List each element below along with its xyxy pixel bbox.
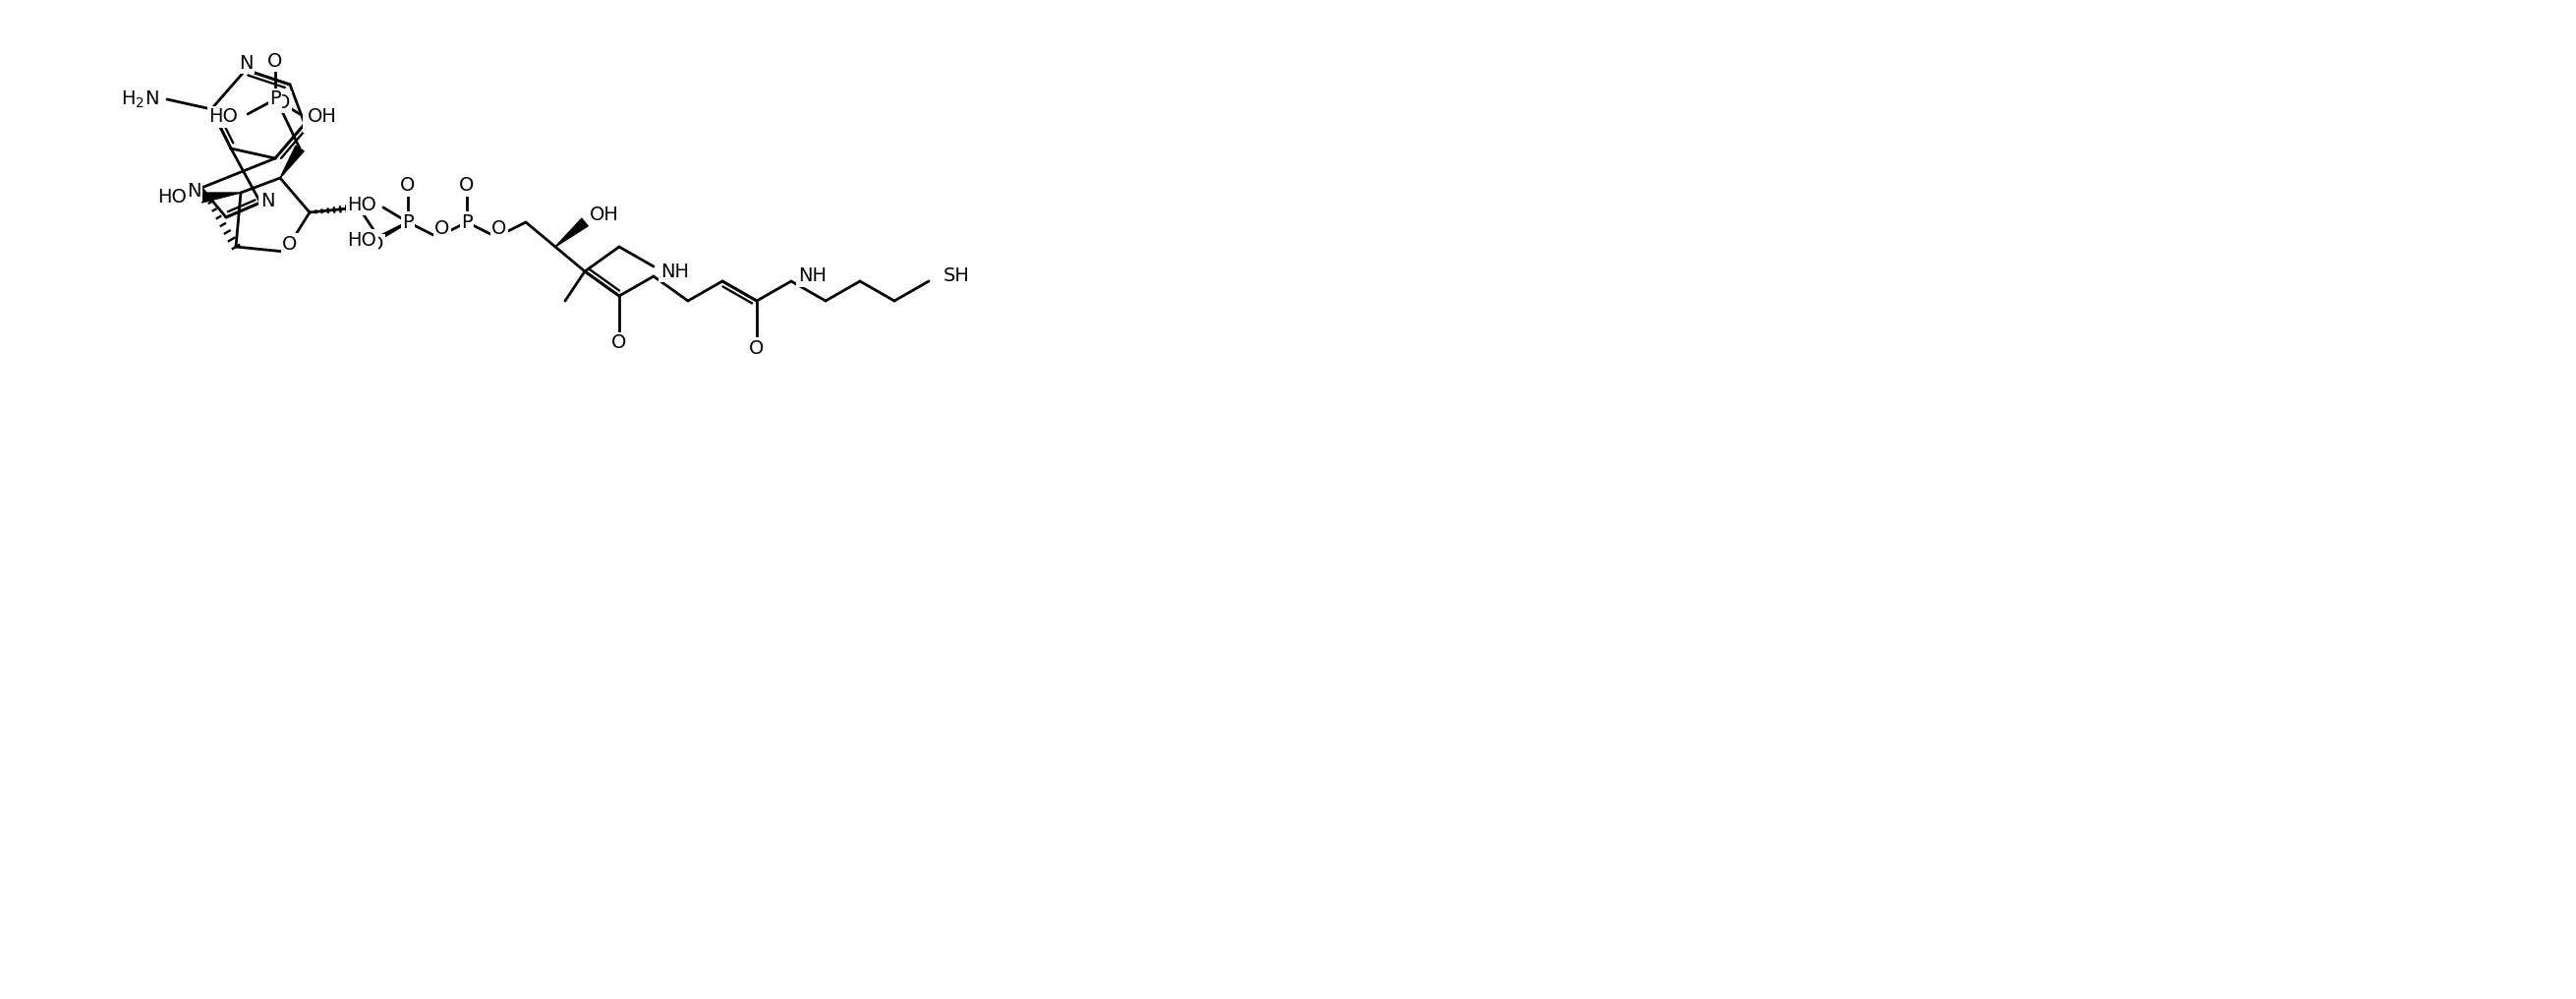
Text: O: O [276, 93, 291, 112]
Text: HO: HO [157, 188, 185, 206]
Text: H$_2$N: H$_2$N [121, 89, 160, 110]
Text: HO: HO [209, 108, 237, 126]
Text: P: P [461, 213, 471, 232]
Polygon shape [201, 193, 240, 203]
Polygon shape [556, 219, 587, 247]
Text: HO: HO [348, 231, 376, 250]
Text: P: P [270, 90, 281, 109]
Text: O: O [492, 220, 507, 239]
Text: O: O [399, 177, 415, 195]
Text: O: O [268, 52, 283, 70]
Text: SH: SH [943, 267, 971, 286]
Text: O: O [435, 220, 451, 239]
Text: O: O [459, 177, 474, 195]
Text: O: O [750, 339, 765, 358]
Text: HO: HO [348, 195, 376, 214]
Text: O: O [368, 236, 384, 254]
Text: O: O [283, 235, 296, 253]
Text: O: O [611, 334, 626, 353]
Text: OH: OH [590, 205, 618, 224]
Text: N: N [304, 113, 319, 131]
Text: NH: NH [799, 267, 827, 286]
Text: N: N [185, 182, 201, 200]
Text: N: N [240, 54, 252, 72]
Text: N: N [260, 191, 276, 210]
Polygon shape [281, 146, 304, 178]
Text: P: P [402, 213, 415, 232]
Text: NH: NH [659, 262, 688, 281]
Text: OH: OH [307, 108, 337, 126]
